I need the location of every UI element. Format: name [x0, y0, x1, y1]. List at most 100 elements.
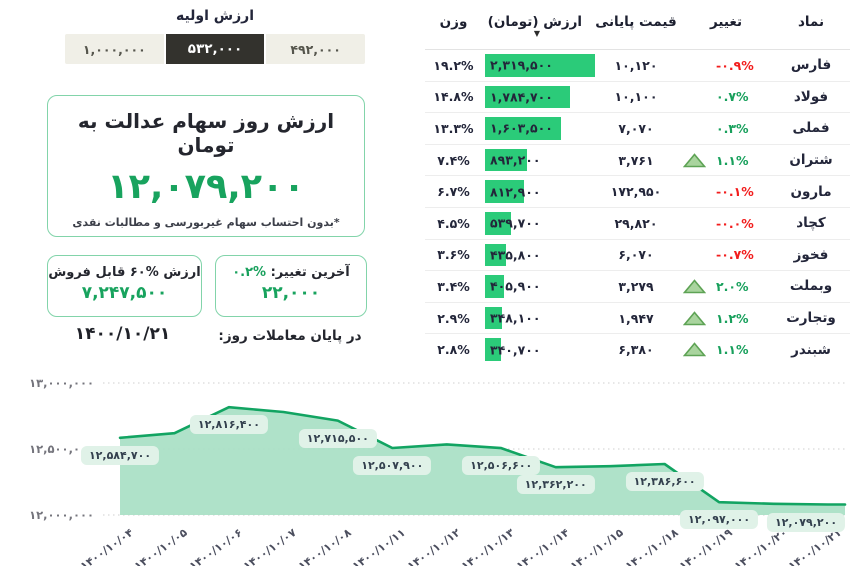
change-percent: ۰.۷%: [716, 89, 749, 105]
data-point-label: ۱۲,۰۹۷,۰۰۰: [680, 510, 759, 530]
initial-value-toggle: ۱,۰۰۰,۰۰۰ ۵۳۲,۰۰۰ ۴۹۲,۰۰۰: [65, 34, 366, 64]
header-close-price[interactable]: قیمت پایانی: [595, 14, 677, 30]
initial-value-option-1[interactable]: ۵۳۲,۰۰۰: [163, 34, 265, 64]
weight-cell: ۱۳.۳%: [433, 120, 474, 136]
header-value[interactable]: ارزش (تومان) ▼: [487, 14, 582, 38]
value-card-note: *بدون احتساب سهام غیربورسی و مطالبات نقد…: [72, 216, 340, 229]
value-bar: [485, 338, 502, 361]
value-cell: ۸۹۳,۲۰۰: [482, 145, 592, 176]
value-number: ۴۰۵,۹۰۰: [490, 278, 541, 294]
value-bar: [485, 306, 502, 330]
end-of-day-label: در پایان معاملات روز:: [218, 328, 362, 344]
value-cell: ۱,۶۰۳,۵۰۰: [482, 113, 592, 144]
symbol-cell: فولاد: [793, 88, 829, 105]
symbol-cell: وتجارت: [786, 310, 836, 327]
table-row: مارون -۰.۱% ۱۷۲,۹۵۰ ۸۱۲,۹۰۰ ۶.۷%: [425, 176, 850, 208]
change-cell: ۲.۰%: [680, 279, 772, 294]
value-history-chart: ارزش سهام عدالت ۱۲,۰۰۰,۰۰۰۱۲,۵۰۰,۰۰۰۱۳,۰…: [0, 370, 850, 566]
table-row: فارس -۰.۹% ۱۰,۱۲۰ ۲,۳۱۹,۵۰۰ ۱۹.۲%: [425, 50, 850, 82]
table-header: نماد تغییر قیمت پایانی ارزش (تومان) ▼ وز…: [425, 0, 850, 50]
value-cell: ۳۴۸,۱۰۰: [482, 303, 592, 334]
value-number: ۱,۷۸۴,۷۰۰: [490, 89, 553, 105]
table-row: فخوز -۰.۷% ۶,۰۷۰ ۴۳۵,۸۰۰ ۳.۶%: [425, 240, 850, 272]
close-price-cell: ۷,۰۷۰: [618, 120, 654, 136]
header-weight[interactable]: وزن: [439, 14, 468, 30]
value-bar: [485, 243, 506, 267]
header-change[interactable]: تغییر: [709, 14, 743, 30]
value-number: ۳۴۸,۱۰۰: [490, 310, 541, 326]
last-change-card: آخرین تغییر: ۰.۲% ۲۲,۰۰۰: [215, 255, 367, 317]
change-cell: ۱.۲%: [680, 311, 772, 326]
holdings-table: نماد تغییر قیمت پایانی ارزش (تومان) ▼ وز…: [425, 0, 850, 366]
weight-cell: ۳.۶%: [437, 247, 470, 263]
value-bar: [485, 275, 505, 298]
table-row: وبملت ۲.۰% ۳,۲۷۹ ۴۰۵,۹۰۰ ۳.۴%: [425, 271, 850, 303]
value-card-amount: ۱۲,۰۷۹,۲۰۰: [107, 167, 305, 207]
close-price-cell: ۶,۰۷۰: [618, 247, 654, 263]
last-change-amount: ۲۲,۰۰۰: [261, 283, 321, 303]
value-cell: ۵۳۹,۷۰۰: [482, 208, 592, 239]
change-cell: -۰.۰%: [680, 216, 772, 231]
y-axis-tick: ۱۳,۰۰۰,۰۰۰: [29, 376, 94, 390]
weight-cell: ۲.۹%: [437, 310, 470, 326]
change-cell: -۰.۹%: [680, 58, 772, 73]
close-price-cell: ۲۹,۸۲۰: [614, 215, 658, 231]
weight-cell: ۴.۵%: [437, 215, 470, 231]
value-cell: ۴۰۵,۹۰۰: [482, 271, 592, 302]
value-cell: ۸۱۲,۹۰۰: [482, 176, 592, 207]
change-cell: -۰.۱%: [680, 184, 772, 199]
close-price-cell: ۳,۷۶۱: [618, 152, 654, 168]
close-price-cell: ۱۰,۱۲۰: [614, 57, 658, 73]
last-change-percent: ۰.۲%: [232, 265, 267, 280]
value-number: ۵۳۹,۷۰۰: [490, 215, 541, 231]
sort-desc-icon: ▼: [533, 29, 540, 38]
change-percent: ۱.۲%: [716, 310, 749, 326]
weight-cell: ۷.۴%: [437, 152, 470, 168]
weight-cell: ۶.۷%: [437, 184, 470, 200]
data-point-label: ۱۲,۷۱۵,۵۰۰: [298, 428, 377, 448]
weight-cell: ۱۴.۸%: [433, 89, 474, 105]
value-cell: ۳۴۰,۷۰۰: [482, 334, 592, 365]
header-symbol[interactable]: نماد: [797, 14, 825, 30]
change-percent: -۰.۰%: [716, 215, 754, 231]
data-point-label: ۱۲,۵۰۶,۶۰۰: [462, 456, 541, 476]
y-axis-tick: ۱۲,۰۰۰,۰۰۰: [29, 508, 94, 522]
table-row: شبندر ۱.۱% ۶,۳۸۰ ۳۴۰,۷۰۰ ۲.۸%: [425, 334, 850, 365]
value-cell: ۱,۷۸۴,۷۰۰: [482, 82, 592, 113]
value-card-title: ارزش روز سهام عدالت به تومان: [77, 109, 335, 157]
current-value-card: ارزش روز سهام عدالت به تومان ۱۲,۰۷۹,۲۰۰ …: [47, 95, 365, 237]
up-triangle-icon: [683, 342, 706, 357]
symbol-cell: فخوز: [793, 246, 829, 263]
value-bar: [485, 180, 524, 203]
value-number: ۳۴۰,۷۰۰: [490, 342, 541, 358]
close-price-cell: ۶,۳۸۰: [618, 342, 654, 358]
close-price-cell: ۱,۹۴۷: [618, 310, 654, 326]
change-cell: ۰.۳%: [680, 121, 772, 136]
initial-value-option-2[interactable]: ۴۹۲,۰۰۰: [264, 34, 366, 64]
initial-value-option-0[interactable]: ۱,۰۰۰,۰۰۰: [65, 34, 164, 64]
weight-cell: ۲.۸%: [437, 342, 470, 358]
data-point-label: ۱۲,۳۸۶,۶۰۰: [625, 471, 704, 491]
symbol-cell: مارون: [790, 183, 832, 200]
up-triangle-icon: [683, 152, 706, 167]
close-price-cell: ۱۷۲,۹۵۰: [610, 184, 662, 200]
report-date: ۱۴۰۰/۱۰/۲۱: [74, 324, 171, 344]
symbol-cell: فارس: [790, 57, 832, 74]
table-row: شتران ۱.۱% ۳,۷۶۱ ۸۹۳,۲۰۰ ۷.۴%: [425, 145, 850, 177]
close-price-cell: ۱۰,۱۰۰: [614, 89, 658, 105]
sellable-amount: ۷,۲۴۷,۵۰۰: [81, 283, 168, 303]
weight-cell: ۱۹.۲%: [433, 57, 474, 73]
symbol-cell: فملی: [792, 120, 830, 137]
change-percent: -۰.۱%: [716, 184, 754, 200]
data-point-label: ۱۲,۸۱۶,۴۰۰: [189, 415, 268, 435]
value-cell: ۴۳۵,۸۰۰: [482, 240, 592, 271]
sellable-label: ارزش ۶۰% قابل فروش: [48, 265, 201, 280]
value-number: ۸۱۲,۹۰۰: [490, 184, 541, 200]
change-percent: ۰.۳%: [716, 120, 749, 136]
data-point-label: ۱۲,۵۸۴,۷۰۰: [80, 445, 160, 465]
symbol-cell: شبندر: [791, 341, 831, 358]
table-row: فملی ۰.۳% ۷,۰۷۰ ۱,۶۰۳,۵۰۰ ۱۳.۳%: [425, 113, 850, 145]
symbol-cell: وبملت: [789, 278, 833, 295]
change-cell: ۱.۱%: [680, 342, 772, 357]
sellable-percent: ۶۰%: [129, 265, 159, 280]
